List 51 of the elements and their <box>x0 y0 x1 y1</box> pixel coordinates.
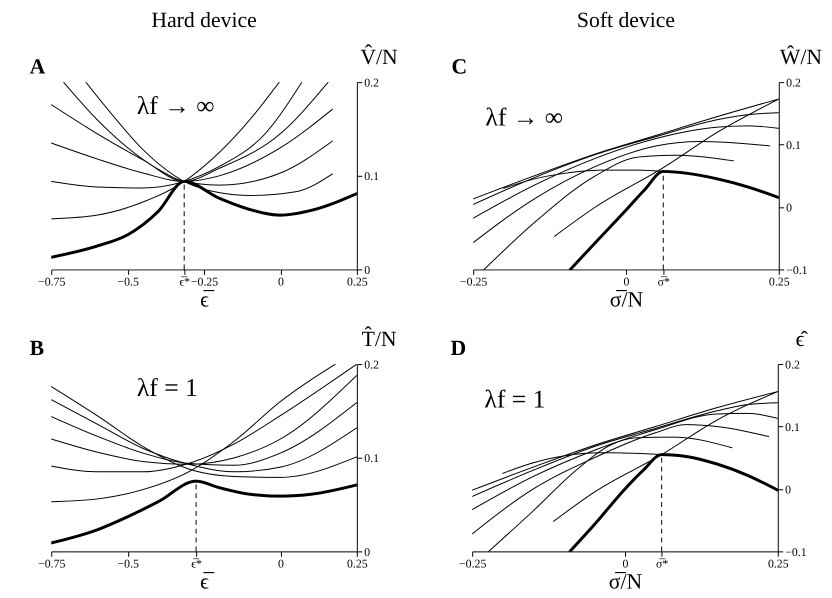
y-axis-title: Ŵ/N <box>780 44 822 69</box>
y-tick-label: 0.2 <box>785 358 800 372</box>
y-tick-label: 0 <box>364 544 370 559</box>
annotation: λf = 1 <box>136 373 198 402</box>
x-tick-label: −0.5 <box>117 274 139 289</box>
x-tick-label: −0.75 <box>38 274 66 289</box>
y-tick-label: −0.1 <box>786 262 808 277</box>
y-tick-label: 0.1 <box>364 169 380 184</box>
text: C <box>451 54 468 78</box>
x-tick-label: 0.25 <box>347 556 368 571</box>
y-tick-label: 0.1 <box>364 451 380 466</box>
x-tick-label: −0.5 <box>117 556 139 571</box>
x-tick-label: ϵ̅* <box>191 556 202 571</box>
x-tick-label: 0 <box>624 274 630 289</box>
y-tick-label: 0 <box>364 262 370 277</box>
x-tick-label: 0.25 <box>768 274 790 289</box>
x-tick-label: 0 <box>622 556 629 571</box>
y-axis-title: ϵ̂ <box>796 326 808 351</box>
x-axis-title: σ̅/N <box>608 569 643 594</box>
text: A <box>30 54 46 78</box>
x-tick-label: −0.25 <box>190 274 218 289</box>
x-tick-label: 0.25 <box>768 556 789 571</box>
y-tick-label: 0 <box>785 482 792 496</box>
x-axis-title: σ̅/N <box>610 287 644 312</box>
text: D <box>450 336 466 360</box>
chart-title: Soft device <box>576 8 676 32</box>
x-tick-label: σ̅* <box>658 274 670 289</box>
y-tick-label: 0.1 <box>786 138 802 152</box>
text: B <box>30 336 44 360</box>
x-axis-title: ϵ̅ <box>200 569 215 594</box>
y-axis-title: T̂/N <box>362 326 397 351</box>
x-tick-label: −0.75 <box>38 556 66 571</box>
y-tick-label: 0.2 <box>786 76 802 90</box>
y-tick-label: 0.2 <box>364 358 380 372</box>
x-tick-label: 0 <box>278 274 284 289</box>
x-axis-title: ϵ̅ <box>200 287 215 312</box>
annotation: λf → ∞ <box>485 102 564 132</box>
x-tick-label: −0.25 <box>459 556 486 571</box>
x-tick-label: σ̅* <box>656 556 668 571</box>
y-axis-title: V̂/N <box>360 44 398 69</box>
y-tick-label: 0.2 <box>364 76 380 90</box>
x-tick-label: 0 <box>278 556 284 571</box>
x-tick-label: −0.25 <box>460 274 488 289</box>
y-tick-label: 0.1 <box>785 420 800 434</box>
x-tick-label: 0.25 <box>347 274 368 289</box>
annotation: λf → ∞ <box>136 91 214 120</box>
y-tick-label: 0 <box>786 200 792 214</box>
x-tick-label: ϵ̅* <box>179 274 190 289</box>
chart-title: Hard device <box>151 8 257 32</box>
annotation: λf = 1 <box>484 384 546 414</box>
y-tick-label: −0.1 <box>785 544 807 559</box>
